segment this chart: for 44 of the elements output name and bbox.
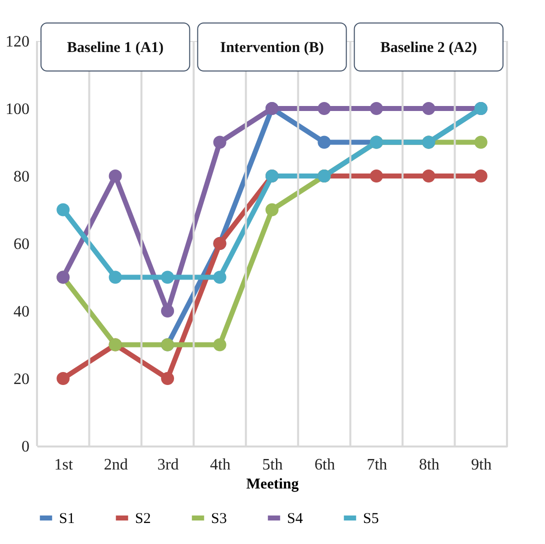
legend-label: S4 xyxy=(287,511,304,527)
x-tick-label: 1st xyxy=(54,456,74,474)
point xyxy=(370,102,383,116)
point xyxy=(213,270,226,284)
point xyxy=(56,372,70,386)
x-tick-label: 2nd xyxy=(104,456,128,474)
point xyxy=(318,136,331,149)
point xyxy=(161,304,174,318)
band-label: Intervention (B) xyxy=(220,40,324,56)
x-tick-label: 6th xyxy=(314,456,335,474)
point xyxy=(265,203,279,216)
x-tick-label: 7th xyxy=(366,456,388,474)
legend-label: S1 xyxy=(59,511,75,527)
point xyxy=(161,270,174,284)
y-tick-label: 80 xyxy=(14,168,30,186)
x-axis-title: Meeting xyxy=(246,476,300,492)
x-tick-label: 8th xyxy=(418,456,440,474)
x-tick-label: 3rd xyxy=(157,456,179,474)
point xyxy=(474,136,488,149)
y-tick-label: 0 xyxy=(22,438,30,456)
y-tick-label: 20 xyxy=(14,371,30,388)
y-tick-label: 100 xyxy=(6,101,30,118)
point xyxy=(161,372,174,386)
point xyxy=(422,169,436,183)
legend-label: S5 xyxy=(363,511,379,527)
point xyxy=(213,338,226,352)
band-label: Baseline 1 (A1) xyxy=(66,40,164,56)
point xyxy=(370,169,383,183)
legend-label: S2 xyxy=(135,511,151,527)
point xyxy=(108,270,122,284)
point xyxy=(213,136,226,149)
point xyxy=(422,102,436,116)
x-tick-label: 5th xyxy=(262,456,283,474)
band-label: Baseline 2 (A2) xyxy=(380,40,478,56)
point xyxy=(108,169,122,183)
point xyxy=(474,169,488,183)
point xyxy=(318,102,331,116)
point xyxy=(56,203,70,216)
y-tick-label: 40 xyxy=(14,304,30,320)
y-tick-label: 120 xyxy=(6,34,30,50)
y-tick-label: 60 xyxy=(14,236,30,253)
x-tick-label: 9th xyxy=(471,456,492,474)
x-tick-label: 4th xyxy=(210,456,231,474)
legend-label: S3 xyxy=(211,511,227,527)
